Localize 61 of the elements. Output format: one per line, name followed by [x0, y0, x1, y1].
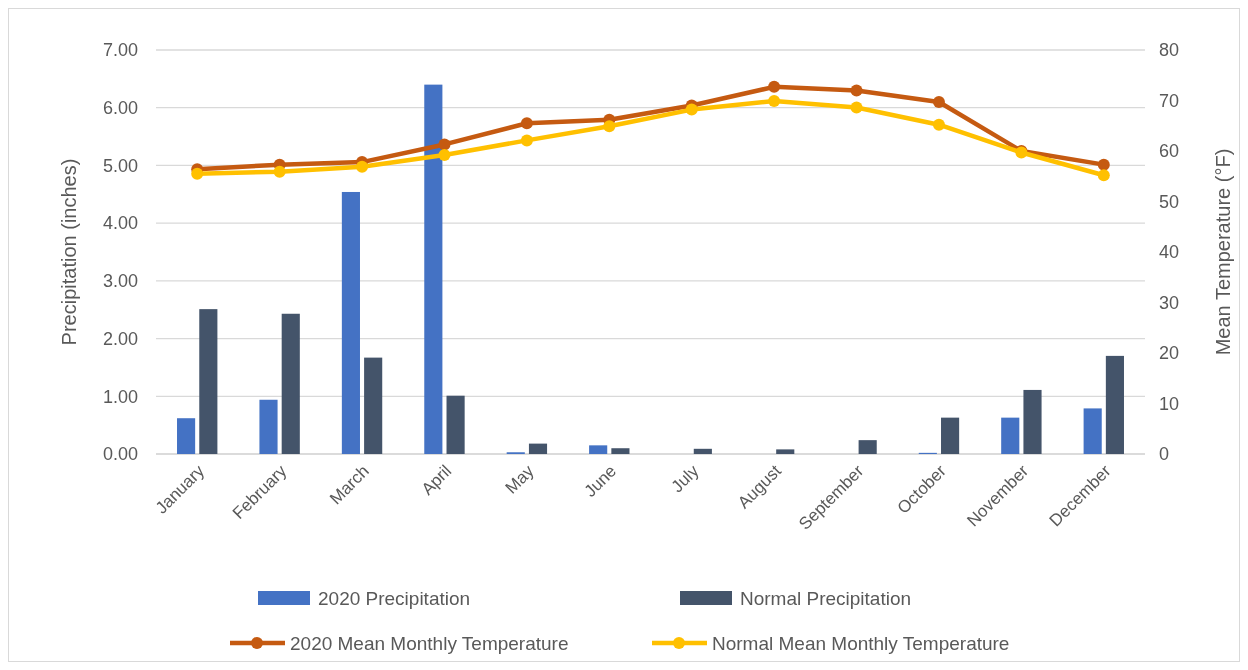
y-tick-label: 3.00 — [102, 271, 138, 292]
point — [1097, 169, 1110, 182]
bar — [1083, 408, 1102, 454]
point — [520, 117, 533, 130]
y-axis-title: Precipitation (inches) — [58, 158, 80, 346]
y2-tick-label: 80 — [1159, 40, 1180, 61]
point — [850, 84, 863, 97]
point — [768, 95, 781, 108]
point — [932, 96, 945, 109]
y2-tick-label: 0 — [1159, 444, 1170, 465]
y2-tick-label: 20 — [1159, 343, 1180, 364]
bar — [199, 309, 218, 454]
y-tick-label: 6.00 — [102, 98, 138, 119]
y-tick-label: 0.00 — [102, 444, 138, 465]
bar — [259, 399, 278, 454]
bar — [858, 440, 877, 454]
point — [685, 103, 698, 116]
y-tick-label: 4.00 — [102, 213, 138, 234]
bar — [1105, 355, 1124, 454]
bar — [1023, 389, 1042, 454]
bar — [776, 449, 795, 454]
y2-tick-label: 30 — [1159, 292, 1180, 313]
bar — [589, 445, 608, 454]
point — [273, 165, 286, 178]
y2-tick-label: 40 — [1159, 242, 1180, 263]
y2-tick-label: 50 — [1159, 191, 1180, 212]
y-tick-label: 5.00 — [102, 155, 138, 176]
point — [1097, 158, 1110, 171]
x-tick-label: July — [667, 461, 703, 497]
y-tick-label: 2.00 — [102, 328, 138, 349]
bar — [693, 448, 712, 454]
bar — [611, 448, 630, 454]
legend-label: 2020 Precipitation — [318, 587, 471, 609]
y-tick-label: 7.00 — [102, 40, 138, 61]
legend-label: 2020 Mean Monthly Temperature — [290, 632, 569, 654]
bar — [364, 357, 383, 454]
point — [850, 101, 863, 114]
y2-tick-label: 10 — [1159, 393, 1180, 414]
y-tick-label: 1.00 — [102, 386, 138, 407]
point — [768, 80, 781, 93]
y2-tick-label: 70 — [1159, 90, 1180, 111]
point — [438, 149, 451, 162]
point — [356, 160, 369, 173]
legend-label: Normal Precipitation — [740, 587, 912, 609]
bar — [446, 395, 465, 454]
point — [603, 120, 616, 133]
y2-tick-label: 60 — [1159, 141, 1180, 162]
point — [520, 134, 533, 147]
point — [191, 167, 204, 180]
bar — [1001, 417, 1020, 454]
x-tick-label: May — [501, 461, 539, 498]
point — [932, 118, 945, 131]
bar — [341, 191, 360, 454]
bar — [528, 443, 548, 454]
bar — [281, 313, 300, 454]
bar — [424, 84, 443, 454]
y2-axis-title: Mean Temperature (°F) — [1212, 148, 1234, 356]
bar — [941, 417, 960, 454]
legend-label: Normal Mean Monthly Temperature — [712, 632, 1010, 654]
point — [438, 138, 451, 151]
bar — [177, 418, 196, 454]
